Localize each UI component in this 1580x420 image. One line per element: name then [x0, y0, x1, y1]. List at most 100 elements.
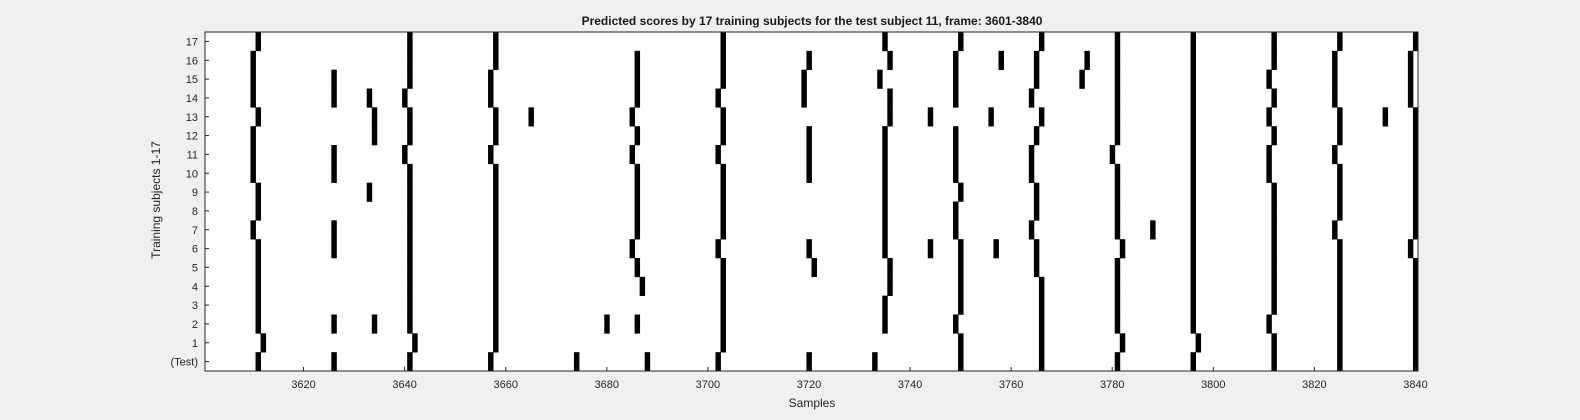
event-mark [1332, 69, 1338, 89]
event-mark [1084, 50, 1090, 70]
event-mark [634, 50, 641, 70]
event-mark [488, 352, 494, 372]
event-mark [927, 107, 934, 127]
event-mark [988, 107, 994, 127]
event-mark [1079, 69, 1085, 89]
event-mark [1114, 182, 1121, 202]
event-mark [1412, 182, 1419, 202]
event-mark [1190, 220, 1197, 240]
x-tick-label: 3620 [291, 379, 315, 391]
event-mark [1271, 50, 1277, 70]
event-mark [1114, 295, 1121, 315]
event-mark [366, 182, 373, 202]
x-tick-label: 3780 [1100, 379, 1124, 391]
event-mark [371, 107, 378, 127]
event-mark [882, 220, 888, 240]
y-tick-label: 1 [192, 338, 198, 350]
event-mark [639, 276, 646, 296]
y-tick-label: 7 [192, 225, 198, 237]
event-mark [1337, 314, 1343, 334]
y-tick-label: 16 [186, 55, 198, 67]
event-mark [1412, 145, 1419, 165]
y-tick-label: 15 [186, 74, 198, 86]
event-mark [1114, 88, 1121, 108]
event-mark [806, 163, 812, 183]
event-mark [1033, 126, 1040, 146]
y-tick-label: 4 [192, 281, 198, 293]
event-mark [720, 126, 726, 146]
event-mark [1114, 69, 1121, 89]
event-mark [493, 258, 499, 278]
event-mark [1038, 295, 1045, 315]
event-mark [715, 145, 721, 165]
event-mark [1407, 50, 1414, 70]
event-mark [1337, 32, 1343, 52]
event-mark [958, 276, 964, 296]
event-mark [1271, 295, 1277, 315]
y-tick-label: 14 [186, 93, 198, 105]
event-mark [958, 32, 964, 52]
event-mark [882, 126, 888, 146]
event-mark [1337, 333, 1343, 353]
event-mark [1114, 258, 1121, 278]
event-mark [407, 126, 413, 146]
event-mark [806, 239, 812, 259]
event-mark [1114, 276, 1121, 296]
event-mark [493, 163, 499, 183]
event-mark [1412, 333, 1419, 353]
event-mark [1266, 145, 1272, 165]
event-mark [331, 69, 337, 89]
event-mark [1266, 163, 1272, 183]
event-mark [958, 333, 964, 353]
event-mark [1412, 352, 1419, 372]
event-mark [887, 50, 893, 70]
event-mark [958, 182, 964, 202]
y-tick-label: 3 [192, 300, 198, 312]
event-mark [1038, 276, 1045, 296]
event-mark [1412, 163, 1419, 183]
event-mark [953, 69, 959, 89]
event-mark [629, 107, 635, 127]
y-tick-label: 8 [192, 206, 198, 218]
event-mark [1190, 258, 1197, 278]
event-mark [255, 314, 261, 334]
event-mark [958, 258, 964, 278]
event-mark [528, 107, 534, 127]
event-mark [1028, 145, 1035, 165]
event-mark [1190, 145, 1197, 165]
y-tick-label: 9 [192, 187, 198, 199]
event-mark [720, 107, 726, 127]
event-mark [1412, 258, 1419, 278]
event-mark [1033, 182, 1040, 202]
event-mark [1190, 126, 1197, 146]
x-tick-label: 3640 [392, 379, 416, 391]
event-mark [412, 333, 418, 353]
event-mark [1190, 163, 1197, 183]
event-mark [720, 276, 726, 296]
event-mark [1271, 201, 1277, 221]
event-mark [1195, 333, 1202, 353]
x-tick-label: 3820 [1302, 379, 1326, 391]
x-tick-label: 3680 [595, 379, 619, 391]
event-mark [407, 201, 413, 221]
event-mark [634, 201, 641, 221]
event-mark [1114, 107, 1121, 127]
event-mark [887, 258, 893, 278]
event-mark [1337, 126, 1343, 146]
event-mark [1033, 69, 1040, 89]
event-mark [1412, 276, 1419, 296]
event-mark [720, 295, 726, 315]
event-mark [1412, 295, 1419, 315]
event-mark [255, 276, 261, 296]
event-mark [1332, 88, 1338, 108]
event-mark [493, 126, 499, 146]
event-mark [407, 239, 413, 259]
event-mark [1190, 201, 1197, 221]
event-mark [255, 107, 261, 127]
event-mark [493, 107, 499, 127]
event-mark [402, 88, 408, 108]
event-mark [1028, 220, 1035, 240]
event-mark [331, 145, 337, 165]
